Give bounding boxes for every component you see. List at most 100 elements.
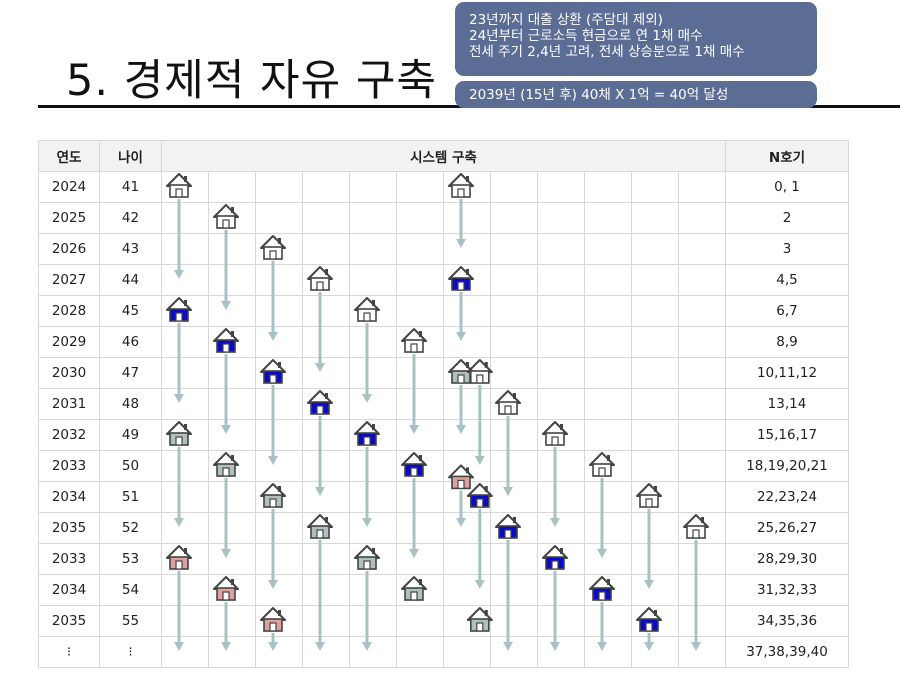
system-cell (584, 574, 632, 606)
system-cell (302, 357, 350, 389)
strategy-line-1: 23년까지 대출 상환 (주담대 제외) (469, 12, 663, 28)
system-cell (631, 512, 679, 544)
system-cell (161, 233, 209, 265)
system-cell (349, 481, 397, 513)
system-cell (584, 233, 632, 265)
year-cell: 2029 (38, 326, 100, 358)
system-cell (255, 450, 303, 482)
system-cell (678, 202, 726, 234)
system-cell (396, 605, 444, 637)
age-cell: 45 (99, 295, 162, 327)
system-cell (631, 202, 679, 234)
system-cell (443, 481, 491, 513)
system-cell (537, 264, 585, 296)
system-cell (537, 481, 585, 513)
system-cell (349, 357, 397, 389)
system-cell (349, 450, 397, 482)
system-cell (678, 233, 726, 265)
system-cell (208, 605, 256, 637)
header-n: N호기 (725, 140, 849, 172)
table-row: 2035 52 25,26,27 (38, 512, 849, 544)
system-cell (490, 388, 538, 420)
system-cell (208, 450, 256, 482)
system-cell (584, 388, 632, 420)
system-cell (490, 512, 538, 544)
system-cell (255, 233, 303, 265)
system-cell (678, 264, 726, 296)
system-cell (255, 388, 303, 420)
n-count-cell: 31,32,33 (725, 574, 849, 606)
year-cell: 2033 (38, 450, 100, 482)
system-cell (255, 605, 303, 637)
system-cell (302, 264, 350, 296)
table-row: 2027 44 4,5 (38, 264, 849, 296)
system-cell (349, 295, 397, 327)
system-cell (490, 450, 538, 482)
system-cell (443, 574, 491, 606)
system-cell (208, 419, 256, 451)
system-cell (490, 233, 538, 265)
system-cell (537, 543, 585, 575)
system-cell (349, 512, 397, 544)
n-count-cell: 15,16,17 (725, 419, 849, 451)
system-cell (584, 605, 632, 637)
age-cell: 52 (99, 512, 162, 544)
system-cell (584, 636, 632, 668)
system-cell (161, 450, 209, 482)
header-system: 시스템 구축 (161, 140, 726, 172)
header-year: 연도 (38, 140, 100, 172)
system-cell (678, 326, 726, 358)
year-cell: 2031 (38, 388, 100, 420)
strategy-line-3: 전세 주기 2,4년 고려, 전세 상승분으로 1채 매수 (469, 44, 745, 60)
system-cell (537, 512, 585, 544)
system-cell (443, 419, 491, 451)
age-cell: 55 (99, 605, 162, 637)
system-cell (396, 419, 444, 451)
age-cell: 41 (99, 171, 162, 203)
year-cell: 2027 (38, 264, 100, 296)
n-count-cell: 4,5 (725, 264, 849, 296)
system-cell (631, 326, 679, 358)
system-cell (537, 636, 585, 668)
system-cell (208, 233, 256, 265)
n-count-cell: 8,9 (725, 326, 849, 358)
age-cell: 51 (99, 481, 162, 513)
system-cell (255, 636, 303, 668)
year-cell: 2028 (38, 295, 100, 327)
system-cell (443, 264, 491, 296)
system-cell (302, 636, 350, 668)
system-cell (678, 295, 726, 327)
n-count-cell: 25,26,27 (725, 512, 849, 544)
system-cell (678, 543, 726, 575)
system-cell (584, 419, 632, 451)
system-cell (208, 543, 256, 575)
system-cell (255, 295, 303, 327)
system-cell (537, 357, 585, 389)
system-cell (208, 636, 256, 668)
system-cell (161, 202, 209, 234)
system-table: 연도 나이 시스템 구축 N호기 2024 41 0, 1 2025 42 2 2026 43… (38, 140, 849, 668)
system-cell (443, 512, 491, 544)
system-cell (443, 202, 491, 234)
system-cell (302, 233, 350, 265)
system-cell (490, 574, 538, 606)
n-count-cell: 3 (725, 233, 849, 265)
system-cell (208, 512, 256, 544)
year-cell: 2030 (38, 357, 100, 389)
table-row: 2028 45 6,7 (38, 295, 849, 327)
system-cell (396, 295, 444, 327)
system-cell (208, 171, 256, 203)
n-count-cell: 13,14 (725, 388, 849, 420)
table-row: 2030 47 10,11,12 (38, 357, 849, 389)
system-cell (443, 450, 491, 482)
system-cell (678, 450, 726, 482)
n-count-cell: 18,19,20,21 (725, 450, 849, 482)
table-row: 2024 41 0, 1 (38, 171, 849, 203)
system-cell (349, 171, 397, 203)
system-cell (302, 388, 350, 420)
year-cell: 2035 (38, 512, 100, 544)
system-cell (490, 202, 538, 234)
page-title: 5. 경제적 자유 구축 (66, 56, 437, 106)
system-cell (255, 202, 303, 234)
system-cell (161, 543, 209, 575)
